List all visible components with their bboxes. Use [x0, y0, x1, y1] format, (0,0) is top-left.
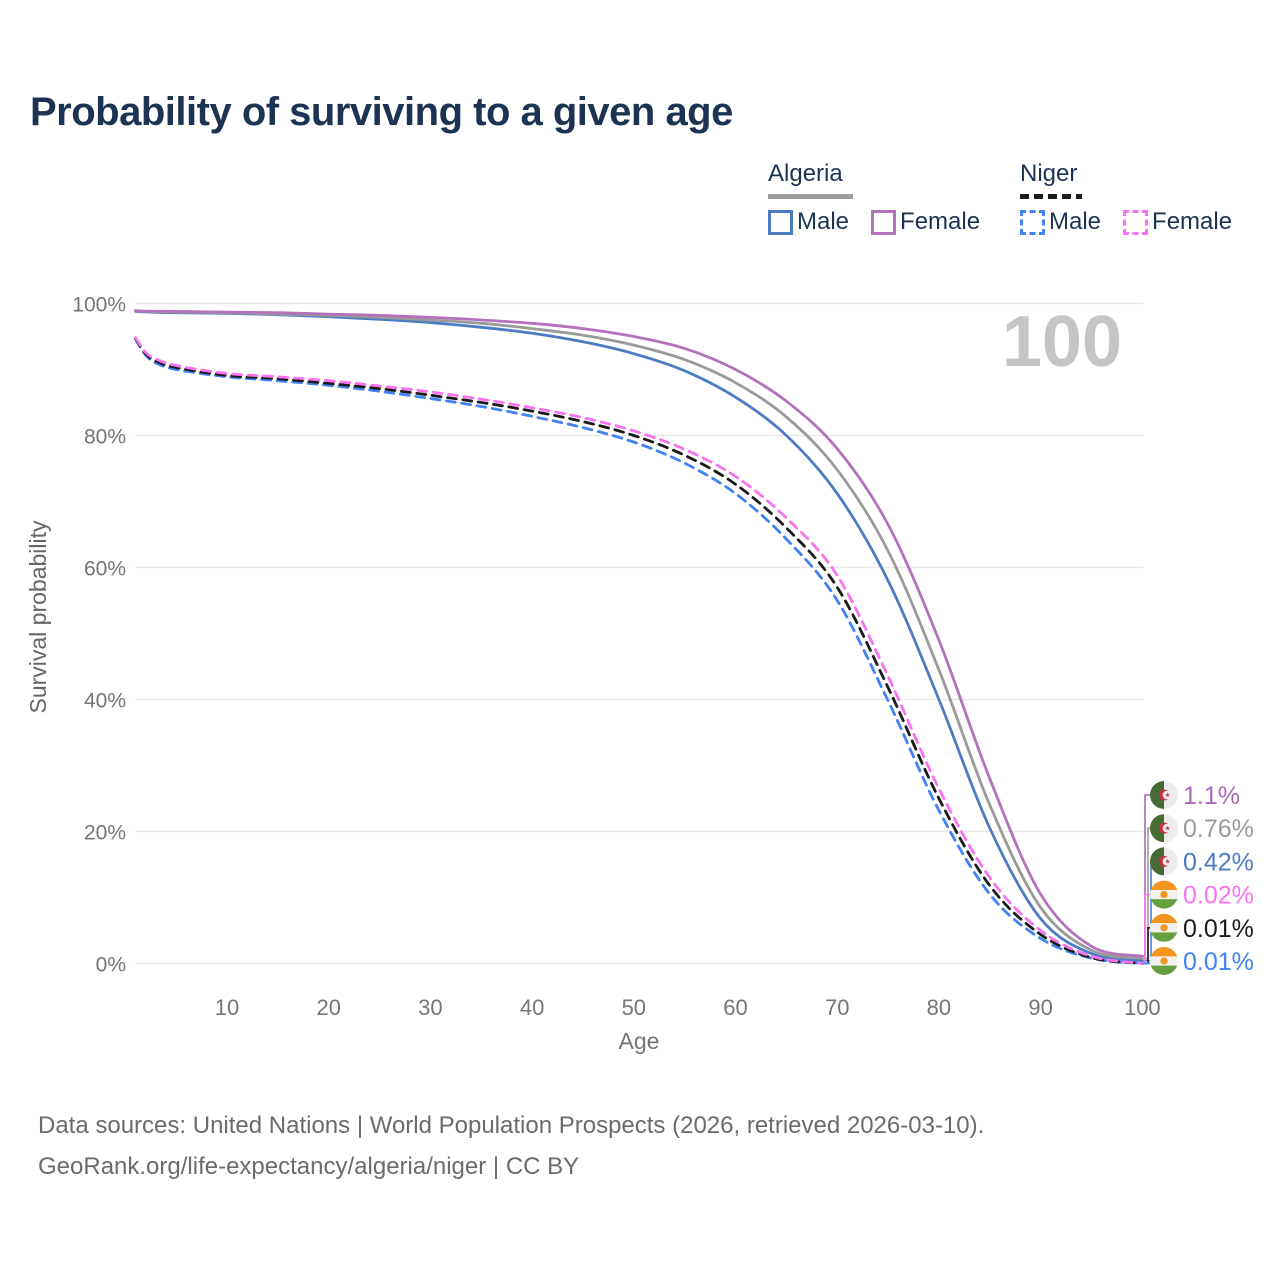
- algeria-flag-icon: [1150, 847, 1178, 876]
- end-label-algeria-both-sexes: 0.76%: [1183, 815, 1254, 843]
- legend-item-algeria-male[interactable]: Male: [768, 208, 849, 236]
- legend-item-algeria-female[interactable]: Female: [871, 208, 980, 236]
- legend-item-niger-male[interactable]: Male: [1020, 208, 1101, 236]
- footer: Data sources: United Nations | World Pop…: [38, 1105, 984, 1187]
- x-tick-label: 100: [1124, 995, 1161, 1020]
- x-tick-label: 20: [316, 995, 340, 1020]
- legend-item-label: Male: [1049, 208, 1102, 235]
- x-tick-label: 60: [723, 995, 747, 1020]
- niger-dashed-line-key: [1020, 194, 1082, 199]
- x-tick-label: 10: [215, 995, 239, 1020]
- leader-line-algeria-male: [1142, 860, 1152, 962]
- plot-area[interactable]: [135, 300, 1143, 965]
- x-tick-label: 40: [520, 995, 544, 1020]
- y-tick-label: 0%: [96, 954, 126, 977]
- x-tick-label: 70: [825, 995, 849, 1020]
- legend-group-niger: Niger Male Female: [1020, 160, 1254, 236]
- curve-algeria-female: [134, 309, 1144, 958]
- algeria-male-swatch-icon: [768, 209, 793, 235]
- y-tick-label: 20%: [84, 822, 126, 845]
- y-tick-label: 100%: [72, 294, 126, 317]
- y-tick-label: 60%: [84, 558, 126, 581]
- algeria-solid-line-key: [768, 194, 853, 199]
- legend-item-label: Male: [797, 208, 850, 235]
- y-axis-title: Survival probability: [25, 520, 51, 714]
- legend-group-title-algeria: Algeria: [768, 160, 843, 187]
- x-tick-label: 30: [418, 995, 442, 1020]
- x-tick-label: 50: [622, 995, 646, 1020]
- leader-line-niger-female: [1142, 893, 1150, 965]
- algeria-flag-icon: [1150, 781, 1178, 809]
- data-sources-text: Data sources: United Nations | World Pop…: [38, 1112, 985, 1139]
- x-tick-label: 90: [1028, 995, 1052, 1020]
- legend-group-algeria: Algeria Male Female: [768, 160, 1002, 236]
- page-title: Probability of surviving to a given age: [30, 90, 733, 134]
- x-axis-title: Age: [619, 1028, 660, 1054]
- niger-flag-icon: [1150, 947, 1178, 975]
- y-tick-label: 40%: [84, 690, 126, 713]
- end-label-niger-female: 0.02%: [1183, 882, 1254, 910]
- algeria-flag-icon: [1150, 814, 1178, 843]
- curve-niger-both-sexes: [134, 337, 1144, 965]
- y-tick-label: 80%: [84, 426, 126, 449]
- leader-line-algeria-female: [1142, 794, 1150, 957]
- leader-line-algeria-both-sexes: [1142, 827, 1150, 960]
- end-label-algeria-female: 1.1%: [1183, 782, 1240, 810]
- niger-flag-icon: [1150, 913, 1178, 942]
- end-label-algeria-male: 0.42%: [1183, 848, 1254, 876]
- end-label-niger-both-sexes: 0.01%: [1183, 915, 1254, 943]
- niger-male-swatch-icon: [1020, 209, 1045, 235]
- end-label-niger-male: 0.01%: [1183, 948, 1254, 976]
- legend-group-title-niger: Niger: [1020, 160, 1078, 187]
- legend-item-niger-female[interactable]: Female: [1123, 208, 1232, 236]
- x-tick-label: 80: [927, 995, 951, 1020]
- niger-flag-icon: [1150, 880, 1178, 909]
- niger-female-swatch-icon: [1123, 209, 1149, 235]
- curve-niger-female: [134, 336, 1144, 965]
- legend-item-label: Female: [1152, 208, 1233, 235]
- age-counter-watermark: 100: [1002, 302, 1122, 382]
- legend-item-label: Female: [900, 208, 981, 235]
- attribution-text: GeoRank.org/life-expectancy/algeria/nige…: [38, 1153, 580, 1180]
- algeria-female-swatch-icon: [871, 209, 897, 235]
